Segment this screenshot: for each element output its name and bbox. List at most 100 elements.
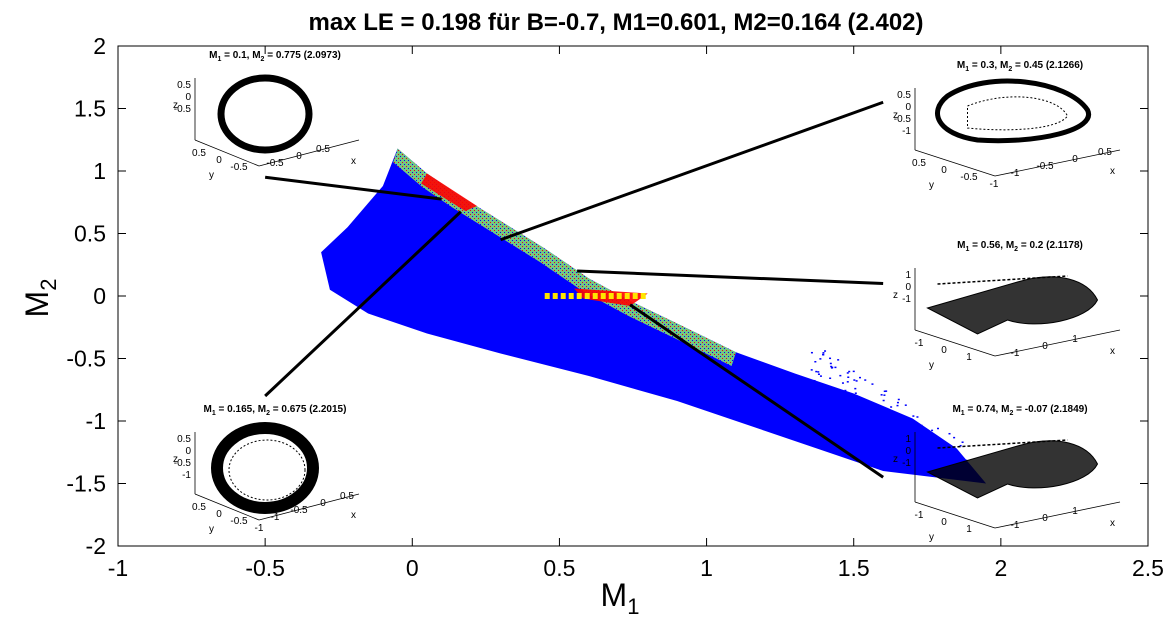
y-tick-label: -2 xyxy=(86,533,106,559)
inset-title: M1 = 0.56, M2 = 0.2 (2.1178) xyxy=(957,240,1083,253)
inset-x-label: x xyxy=(351,156,356,167)
y-tick-label: 1 xyxy=(93,158,106,184)
attractor-shape xyxy=(211,422,319,514)
inset-y-tick: 0 xyxy=(941,345,947,356)
inset-z-label: z xyxy=(173,454,178,465)
inset-x-tick: 0 xyxy=(296,151,302,162)
inset-y-tick: 1 xyxy=(966,524,972,535)
inset-x-tick: -1 xyxy=(1011,520,1020,531)
inset-z-tick: -1 xyxy=(902,126,911,137)
attractor-shape xyxy=(926,275,1099,335)
inset-z-label: z xyxy=(893,110,898,121)
x-tick-label: 2 xyxy=(994,555,1007,581)
insets: M1 = 0.1, M2 = 0.775 (2.0973)0.50-0.50.5… xyxy=(173,50,1121,543)
inset-y-tick: -1 xyxy=(990,179,999,190)
x-tick-label: 1.5 xyxy=(838,555,870,581)
attractor-shape xyxy=(935,78,1092,144)
inset-z-label: z xyxy=(173,100,178,111)
inset-title: M1 = 0.74, M2 = -0.07 (2.1849) xyxy=(952,404,1087,417)
connector-line xyxy=(629,303,884,479)
x-tick-label: -1 xyxy=(108,555,128,581)
inset-z-tick: 0 xyxy=(185,446,191,457)
green-band xyxy=(393,148,736,366)
inset-z-tick: -0.5 xyxy=(174,104,192,115)
inset-y-tick: 0 xyxy=(941,517,947,528)
inset-y-tick: -0.5 xyxy=(230,516,248,527)
inset-z-tick: 0.5 xyxy=(177,434,191,445)
y-axis-label: M2 xyxy=(19,279,61,318)
inset-z-tick: -0.5 xyxy=(174,458,192,469)
red-band xyxy=(421,173,478,211)
inset-z-tick: 1 xyxy=(905,270,911,281)
inset-x-tick: -1 xyxy=(271,512,280,523)
inset-y-tick: 0 xyxy=(216,155,222,166)
x-tick-label: 0 xyxy=(406,555,419,581)
inset-y-tick: 0.5 xyxy=(192,502,206,513)
attractor-shape xyxy=(217,74,313,154)
inset-x-tick: 0 xyxy=(1042,341,1048,352)
x-tick-label: 0.5 xyxy=(543,555,575,581)
y-tick-label: 2 xyxy=(93,33,106,59)
inset-x-tick: 0.5 xyxy=(1098,147,1112,158)
inset-y-tick: -0.5 xyxy=(230,162,248,173)
inset-z-tick: 1 xyxy=(905,434,911,445)
inset-x-tick: -1 xyxy=(1011,348,1020,359)
attractor-shape xyxy=(926,439,1099,499)
inset-y-label: y xyxy=(929,180,934,191)
inset-y-tick: 0.5 xyxy=(192,148,206,159)
inset-y-label: y xyxy=(209,524,214,535)
inset-title: M1 = 0.3, M2 = 0.45 (2.1266) xyxy=(957,60,1083,73)
attractor-inset: M1 = 0.1, M2 = 0.775 (2.0973)0.50-0.50.5… xyxy=(173,50,360,181)
connector-line xyxy=(264,210,462,398)
inset-x-tick: 0 xyxy=(320,498,326,509)
inset-z-tick: 0.5 xyxy=(897,90,911,101)
inset-z-tick: 0 xyxy=(905,282,911,293)
plot-area xyxy=(321,148,987,484)
inset-z-tick: -1 xyxy=(902,294,911,305)
chart-title: max LE = 0.198 für B=-0.7, M1=0.601, M2=… xyxy=(308,9,923,36)
x-axis-label: M1 xyxy=(601,577,640,619)
inset-y-tick: -1 xyxy=(915,510,924,521)
y-tick-label: 1.5 xyxy=(74,96,106,122)
connector-lines xyxy=(264,100,884,479)
inset-z-tick: 0 xyxy=(905,102,911,113)
attractor-inset: M1 = 0.74, M2 = -0.07 (2.1849)10-1-101 -1… xyxy=(893,404,1121,543)
inset-z-tick: 0 xyxy=(185,92,191,103)
inset-x-tick: -0.5 xyxy=(290,505,308,516)
inset-x-tick: 1 xyxy=(1072,334,1078,345)
attractor-inset: M1 = 0.165, M2 = 0.675 (2.2015)0.50-0.5-… xyxy=(173,404,360,535)
inset-y-tick: 1 xyxy=(966,352,972,363)
inset-x-tick: 0.5 xyxy=(340,491,354,502)
inset-z-tick: -1 xyxy=(902,458,911,469)
inset-y-tick: -1 xyxy=(915,338,924,349)
inset-y-tick: -0.5 xyxy=(960,172,978,183)
svg-text:M1: M1 xyxy=(601,577,640,619)
connector-line xyxy=(577,269,884,285)
y-tick-label: -0.5 xyxy=(66,346,106,372)
x-tick-label: 1 xyxy=(700,555,713,581)
inset-x-label: x xyxy=(1110,346,1115,357)
inset-x-tick: 1 xyxy=(1072,506,1078,517)
inset-y-label: y xyxy=(929,532,934,543)
inset-z-tick: 0.5 xyxy=(177,80,191,91)
inset-z-label: z xyxy=(893,290,898,301)
attractor-inset: M1 = 0.3, M2 = 0.45 (2.1266)0.50-0.5-10.… xyxy=(893,60,1121,191)
inset-y-label: y xyxy=(929,360,934,371)
x-ticks: -1 -0.5 0 0.5 1 1.5 2 2.5 xyxy=(108,46,1164,581)
x-tick-label: -0.5 xyxy=(245,555,285,581)
inset-x-tick: -1 xyxy=(1011,168,1020,179)
inset-x-tick: 0.5 xyxy=(316,144,330,155)
inset-z-tick: 0 xyxy=(905,446,911,457)
y-tick-label: 0.5 xyxy=(74,221,106,247)
inset-z-tick: -0.5 xyxy=(894,114,912,125)
connector-line xyxy=(264,175,442,201)
inset-z-label: z xyxy=(893,454,898,465)
inset-x-tick: -0.5 xyxy=(266,158,284,169)
attractor-inset: M1 = 0.56, M2 = 0.2 (2.1178)10-1-101 -101… xyxy=(893,240,1121,371)
y-ticks: 21.510.50-0.5-1-1.5-2 xyxy=(66,33,1148,559)
inset-x-tick: 0 xyxy=(1042,513,1048,524)
inset-title: M1 = 0.1, M2 = 0.775 (2.0973) xyxy=(209,50,341,63)
inset-y-tick: -1 xyxy=(255,523,264,534)
svg-text:M2: M2 xyxy=(19,279,61,318)
x-tick-label: 2.5 xyxy=(1132,555,1164,581)
